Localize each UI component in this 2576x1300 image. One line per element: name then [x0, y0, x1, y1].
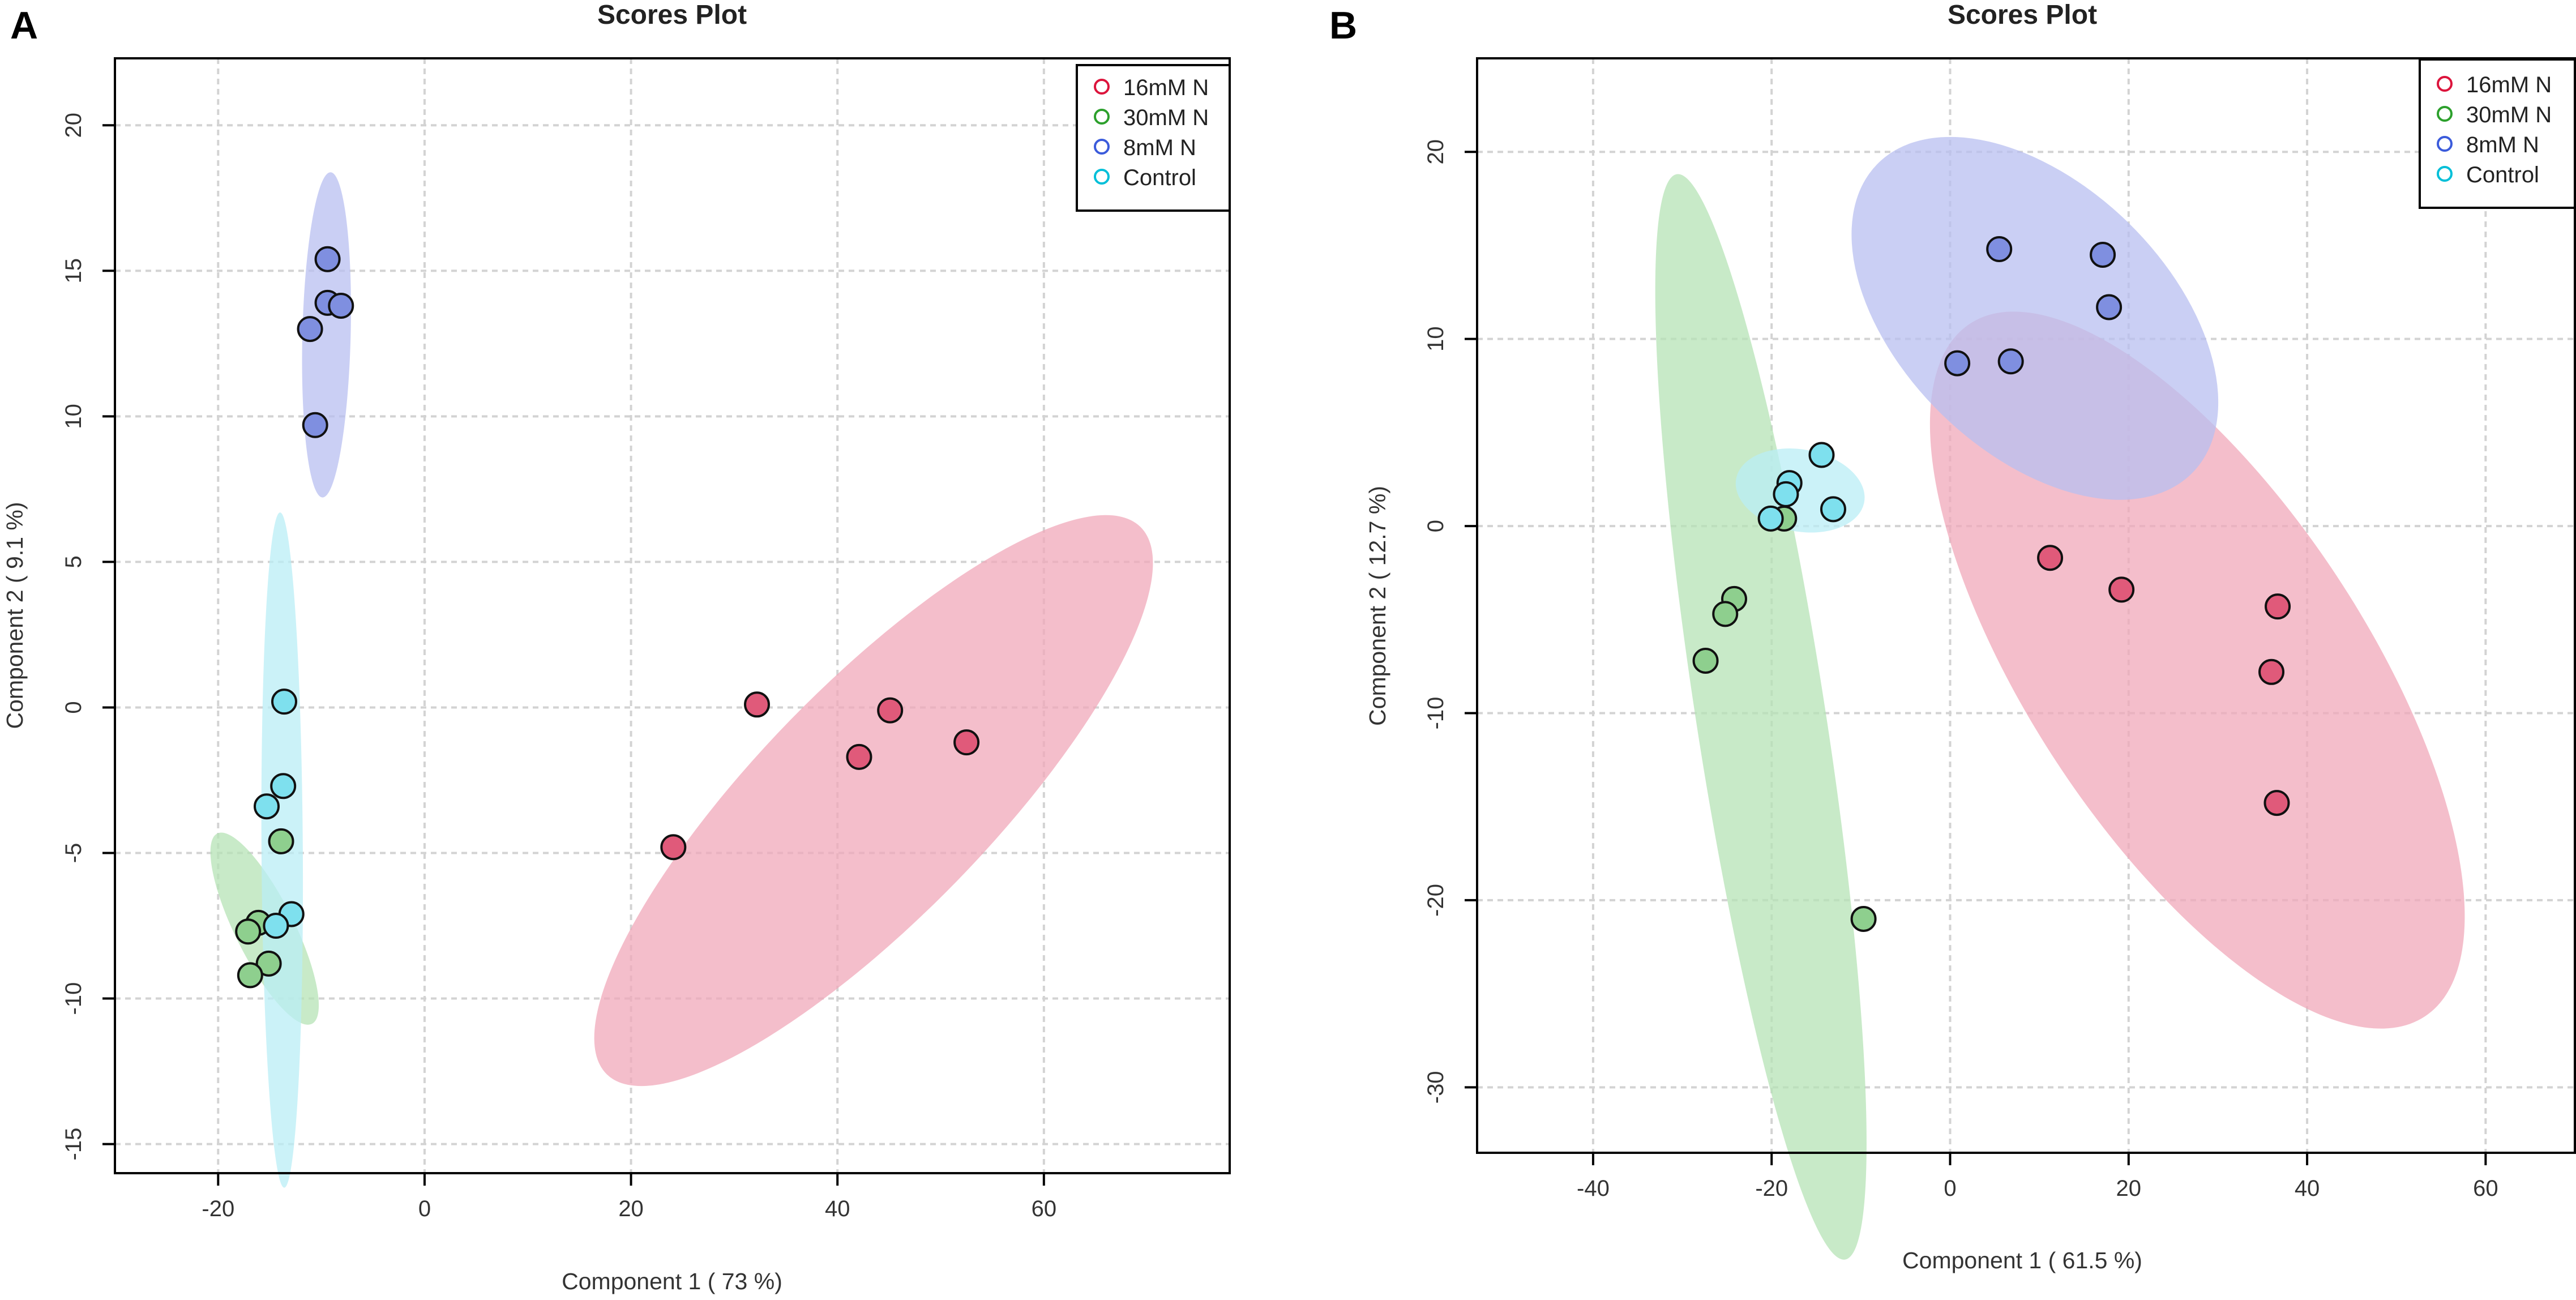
legend-marker-control — [1094, 169, 1110, 185]
ellipse-16mm-n — [1929, 311, 2465, 1029]
legend-marker-30mm-n — [1094, 109, 1110, 125]
point-16mm-n — [2037, 545, 2064, 571]
y-axis-label: Component 2 ( 9.1 %) — [2, 502, 28, 729]
ellipse-30mm-n — [1655, 174, 1867, 1260]
point-16mm-n — [2108, 576, 2135, 603]
x-tick-label: -20 — [1755, 1176, 1788, 1201]
x-tick-label: 40 — [2295, 1176, 2320, 1201]
legend-box — [2419, 58, 2576, 209]
point-8mm-n — [1997, 348, 2024, 375]
x-tick-label: 40 — [825, 1196, 850, 1221]
x-tick-label: -20 — [202, 1196, 234, 1221]
x-axis-label: Component 1 ( 73 %) — [562, 1268, 782, 1294]
y-tick-label: 10 — [1423, 326, 1448, 352]
legend-label-8mm-n: 8mM N — [2466, 132, 2539, 157]
panel-label: B — [1329, 4, 1357, 47]
y-tick-label: 0 — [1423, 520, 1448, 532]
point-16mm-n — [660, 834, 687, 861]
point-16mm-n — [743, 691, 770, 718]
y-tick-label: 20 — [1423, 139, 1448, 165]
point-8mm-n — [297, 316, 323, 343]
point-8mm-n — [2090, 241, 2116, 268]
ellipse-8mm-n — [1851, 136, 2219, 500]
point-16mm-n — [846, 743, 872, 770]
point-8mm-n — [302, 412, 328, 438]
point-30mm-n — [1692, 647, 1719, 674]
x-tick-label: -40 — [1577, 1176, 1610, 1201]
point-16mm-n — [2258, 658, 2285, 685]
point-16mm-n — [2263, 790, 2290, 816]
point-8mm-n — [1986, 236, 2013, 263]
y-tick-label: -10 — [61, 982, 86, 1015]
point-8mm-n — [2096, 294, 2123, 320]
panel-label: A — [10, 4, 38, 47]
legend: 16mM N 30mM N 8mM N Control — [1076, 64, 1231, 212]
point-control — [1773, 481, 1799, 507]
ellipse-16mm-n — [594, 515, 1153, 1087]
legend-label-30mm-n: 30mM N — [2466, 102, 2552, 127]
legend-marker-control — [2437, 166, 2453, 182]
legend-label-control: Control — [1123, 165, 1196, 190]
x-tick-label: 60 — [2473, 1176, 2498, 1201]
chart-title: Scores Plot — [1948, 0, 2097, 30]
y-tick-label: 20 — [61, 113, 86, 138]
y-tick-label: 15 — [61, 258, 86, 284]
legend-marker-16mm-n — [2437, 76, 2453, 92]
legend-marker-8mm-n — [1094, 139, 1110, 155]
point-16mm-n — [2265, 593, 2291, 620]
x-tick-label: 0 — [1944, 1176, 1956, 1201]
point-16mm-n — [953, 729, 980, 756]
x-tick-label: 60 — [1032, 1196, 1057, 1221]
point-16mm-n — [877, 697, 904, 724]
point-30mm-n — [1850, 905, 1877, 932]
y-tick-label: -15 — [61, 1128, 86, 1161]
point-8mm-n — [314, 246, 341, 272]
legend-label-control: Control — [2466, 162, 2539, 187]
plot-frame — [114, 57, 1231, 1174]
chart-title: Scores Plot — [597, 0, 747, 30]
point-control — [263, 913, 289, 939]
legend: 16mM N 30mM N 8mM N Control — [2419, 58, 2576, 209]
panel-b: B Scores Plot -40 -20 0 20 40 60 -30 -20 -10 0 10 20 C… — [1329, 0, 2576, 1273]
plot-frame — [1476, 57, 2576, 1154]
y-tick-label: -10 — [1423, 697, 1448, 730]
point-control — [1820, 496, 1846, 523]
y-axis-label: Component 2 ( 12.7 %) — [1364, 486, 1390, 726]
point-30mm-n — [1712, 601, 1739, 627]
legend-box — [1076, 64, 1231, 212]
y-tick-label: -5 — [61, 843, 86, 863]
point-control — [270, 773, 297, 799]
y-tick-label: 0 — [61, 701, 86, 713]
y-tick-label: 10 — [61, 404, 86, 429]
legend-marker-8mm-n — [2437, 136, 2453, 152]
point-30mm-n — [255, 950, 282, 977]
y-tick-label: -30 — [1423, 1071, 1448, 1104]
point-8mm-n — [1944, 350, 1971, 377]
legend-label-8mm-n: 8mM N — [1123, 135, 1196, 160]
legend-label-30mm-n: 30mM N — [1123, 105, 1209, 130]
point-30mm-n — [237, 962, 263, 989]
point-control — [254, 793, 280, 820]
x-tick-label: 20 — [618, 1196, 644, 1221]
y-tick-label: 5 — [61, 555, 86, 568]
point-control — [1808, 442, 1835, 468]
point-control — [271, 689, 297, 715]
point-8mm-n — [328, 292, 354, 319]
y-tick-label: -20 — [1423, 884, 1448, 917]
x-axis-label: Component 1 ( 61.5 %) — [1902, 1247, 2142, 1273]
panel-a: A Scores Plot -20 0 20 40 60 -15 -10 -5 0 5 10 15 20 Co… — [2, 0, 1231, 1294]
point-control — [1757, 505, 1784, 532]
x-tick-label: 20 — [2116, 1176, 2142, 1201]
point-30mm-n — [268, 828, 294, 854]
x-tick-label: 0 — [418, 1196, 431, 1221]
legend-marker-30mm-n — [2437, 106, 2453, 122]
legend-label-16mm-n: 16mM N — [2466, 72, 2552, 97]
point-30mm-n — [235, 918, 262, 945]
legend-label-16mm-n: 16mM N — [1123, 75, 1209, 100]
legend-marker-16mm-n — [1094, 79, 1110, 95]
